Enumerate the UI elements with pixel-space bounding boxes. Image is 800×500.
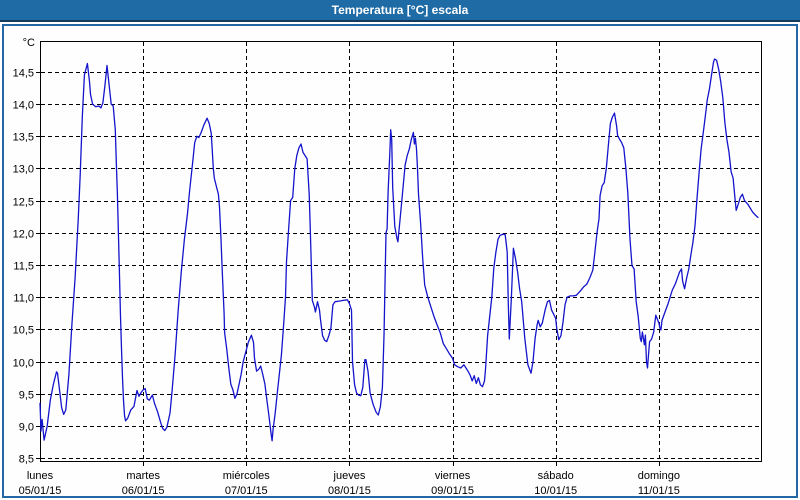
window-titlebar: Temperatura [°C] escala: [0, 0, 800, 22]
x-date-label: 09/01/15: [431, 485, 474, 497]
x-day-label: domingo: [638, 470, 680, 482]
y-tick-label: 9,0: [19, 422, 34, 434]
y-tick-label: 9,5: [19, 390, 34, 402]
x-day-label: jueves: [333, 470, 366, 482]
y-tick-label: 12,5: [13, 197, 34, 209]
chart-frame: [2, 24, 798, 498]
y-tick-label: 12,0: [13, 229, 34, 241]
y-axis-unit-label: °C: [23, 37, 35, 49]
x-date-label: 10/01/15: [534, 485, 577, 497]
x-day-label: martes: [126, 470, 160, 482]
y-tick-label: 8,5: [19, 454, 34, 466]
x-day-label: viernes: [435, 470, 471, 482]
window-title: Temperatura [°C] escala: [331, 3, 469, 17]
y-tick-label: 13,5: [13, 132, 34, 144]
y-tick-label: 13,0: [13, 164, 34, 176]
x-day-label: miércoles: [223, 470, 271, 482]
y-tick-label: 11,5: [13, 261, 34, 273]
y-tick-label: 11,0: [13, 293, 34, 305]
temperature-series-line: [39, 58, 759, 442]
x-date-label: 11/01/15: [638, 485, 680, 497]
x-day-label: lunes: [27, 470, 54, 482]
x-date-label: 08/01/15: [328, 485, 371, 497]
y-tick-label: 10,5: [13, 325, 34, 337]
x-date-label: 07/01/15: [225, 485, 268, 497]
y-tick-label: 10,0: [13, 358, 34, 370]
y-tick-label: 14,5: [13, 68, 34, 80]
x-date-label: 06/01/15: [122, 485, 165, 497]
y-tick-label: 14,0: [13, 100, 34, 112]
plot-border: [40, 41, 762, 462]
x-day-label: sábado: [538, 470, 574, 482]
x-date-label: 05/01/15: [19, 485, 62, 497]
